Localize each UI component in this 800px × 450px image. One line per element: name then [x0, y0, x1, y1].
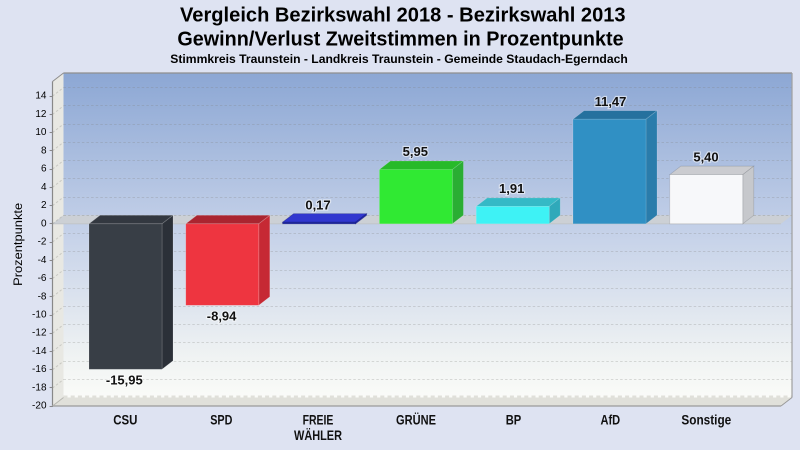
svg-text:BP: BP — [506, 412, 522, 428]
svg-text:0,17: 0,17 — [305, 197, 330, 212]
svg-text:4: 4 — [41, 182, 47, 193]
svg-text:5,95: 5,95 — [403, 144, 428, 159]
svg-text:Gewinn/Verlust Zweitstimmen in: Gewinn/Verlust Zweitstimmen in Prozentpu… — [177, 28, 623, 50]
svg-text:8: 8 — [41, 145, 47, 156]
svg-text:5,95: 5,95 — [403, 144, 428, 159]
svg-text:11,47: 11,47 — [595, 94, 627, 109]
svg-text:1,91: 1,91 — [499, 181, 524, 196]
svg-text:-15,95: -15,95 — [106, 372, 143, 387]
svg-text:Sonstige: Sonstige — [681, 412, 731, 428]
svg-text:Prozentpunkte: Prozentpunkte — [11, 203, 25, 286]
svg-text:14: 14 — [35, 91, 47, 102]
svg-text:-6: -6 — [38, 273, 47, 284]
svg-text:-18: -18 — [32, 383, 47, 394]
svg-text:SPD: SPD — [210, 412, 232, 428]
svg-text:-8: -8 — [38, 291, 47, 302]
svg-text:GRÜNE: GRÜNE — [396, 412, 436, 428]
svg-text:10: 10 — [35, 127, 47, 138]
svg-text:FREIE: FREIE — [303, 412, 334, 428]
svg-text:2: 2 — [41, 200, 47, 211]
svg-text:-16: -16 — [32, 364, 47, 375]
svg-text:-14: -14 — [32, 346, 47, 357]
svg-text:5,40: 5,40 — [693, 149, 718, 164]
svg-text:CSU: CSU — [113, 412, 137, 428]
svg-text:Vergleich Bezirkswahl 2018 - B: Vergleich Bezirkswahl 2018 - Bezirkswahl… — [180, 4, 626, 26]
svg-text:5,40: 5,40 — [693, 149, 718, 164]
svg-text:12: 12 — [35, 109, 47, 120]
svg-text:-15,95: -15,95 — [106, 372, 143, 387]
svg-text:-10: -10 — [32, 310, 47, 321]
svg-text:-8,94: -8,94 — [207, 308, 237, 323]
svg-text:WÄHLER: WÄHLER — [294, 427, 342, 443]
svg-text:-8,94: -8,94 — [207, 308, 237, 323]
svg-text:-2: -2 — [38, 237, 47, 248]
svg-text:0,17: 0,17 — [305, 197, 330, 212]
svg-text:6: 6 — [41, 164, 47, 175]
svg-text:-4: -4 — [38, 255, 47, 266]
svg-text:-20: -20 — [32, 401, 47, 412]
svg-text:AfD: AfD — [600, 412, 620, 428]
svg-text:Stimmkreis Traunstein - Landkr: Stimmkreis Traunstein - Landkreis Trauns… — [170, 52, 628, 66]
svg-text:1,91: 1,91 — [499, 181, 524, 196]
svg-text:0: 0 — [41, 218, 47, 229]
svg-text:-12: -12 — [32, 328, 47, 339]
svg-text:11,47: 11,47 — [595, 94, 627, 109]
